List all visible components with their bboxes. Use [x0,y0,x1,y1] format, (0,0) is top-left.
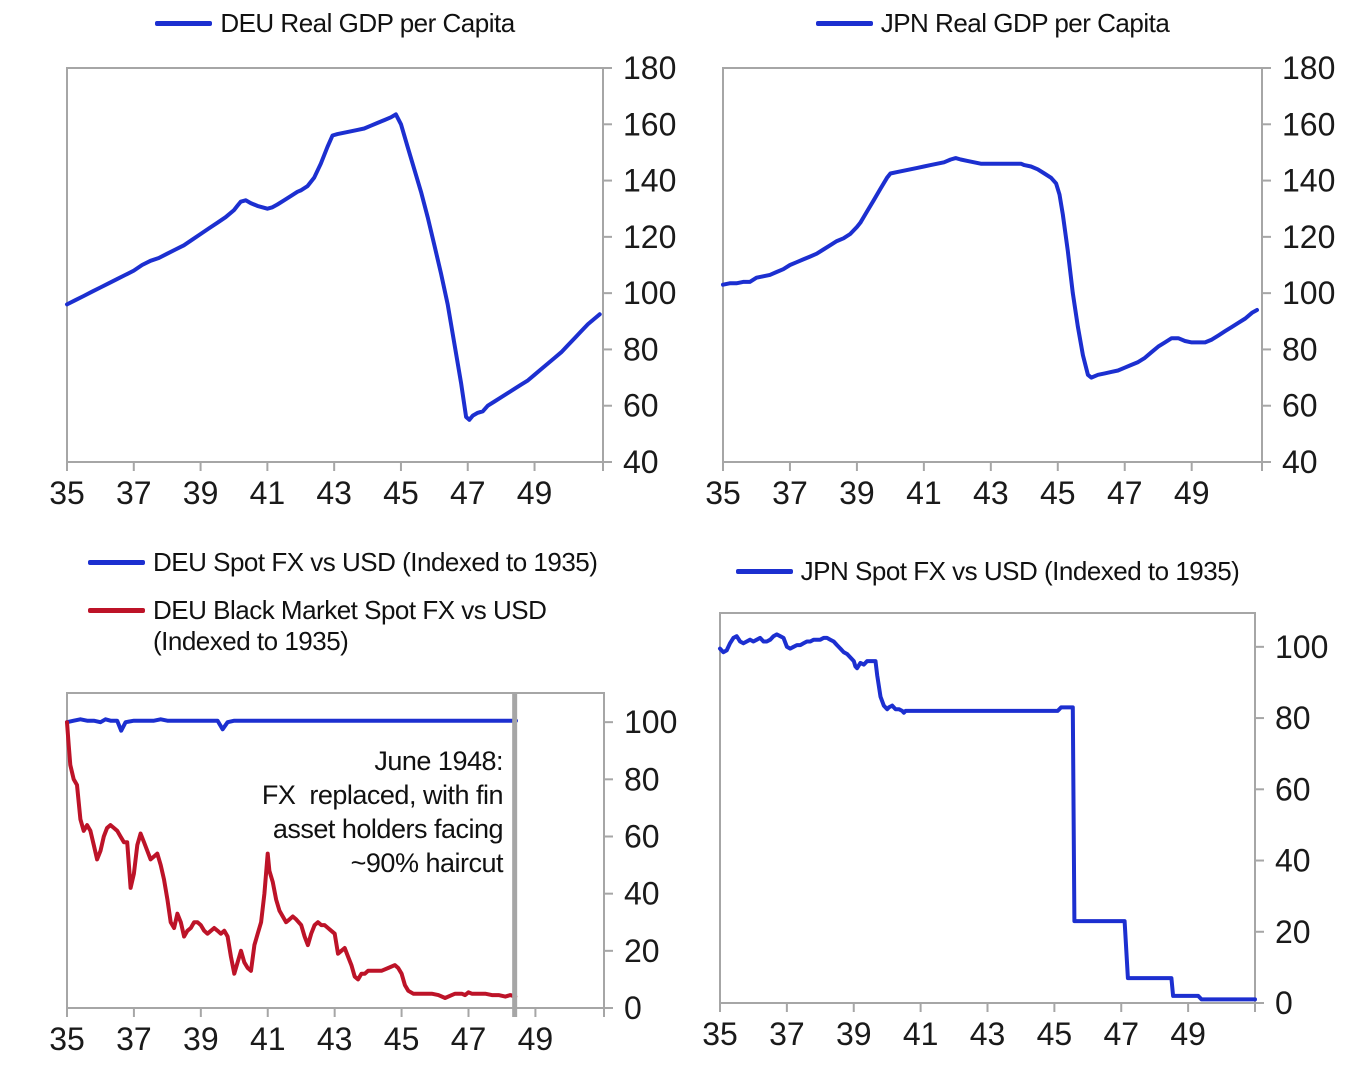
y-tick-label: 0 [1275,985,1293,1021]
y-tick-label: 180 [623,50,676,86]
legend-label-jpn-gdp: JPN Real GDP per Capita [880,8,1170,38]
x-tick-label: 43 [317,1021,353,1057]
x-tick-label: 49 [1170,1016,1206,1052]
y-tick-label: 20 [624,933,660,969]
x-tick-label: 37 [769,1016,805,1052]
legend-line-red-icon [88,608,145,613]
y-tick-label: 100 [1282,275,1335,311]
y-tick-label: 160 [1282,106,1335,142]
annotation-line: ~90% haircut [351,848,504,878]
x-tick-label: 45 [1037,1016,1073,1052]
legend-row-deu-black-market-fx: DEU Black Market Spot FX vs USD (Indexed… [88,595,547,657]
chart-jpn-real-gdp-per-capita: 40 60 80 100 120 140 160 180 35 37 39 41 43 45 47 49 [705,50,1335,511]
x-tick-label: 47 [1103,1016,1139,1052]
x-tick-label: 35 [49,475,85,511]
y-tick-label: 120 [1282,219,1335,255]
x-tick-label: 47 [451,1021,487,1057]
series-line [65,720,518,1000]
legend-row-deu-spot-fx: DEU Spot FX vs USD (Indexed to 1935) [88,547,598,578]
x-tick-label: 39 [183,475,219,511]
x-tick-label: 37 [772,475,808,511]
x-tick-label: 41 [250,1021,286,1057]
annotation-line: FX replaced, with fin [262,780,503,810]
y-tick-label: 80 [623,331,659,367]
series-line [718,632,1257,1002]
series-line [721,156,1259,380]
chart-deu-real-gdp-per-capita: 40 60 80 100 120 140 160 180 35 37 39 41 43 45 47 49 [49,50,676,511]
y-tick-label: 60 [624,818,660,854]
x-tick-label: 41 [906,475,942,511]
x-tick-label: 41 [903,1016,939,1052]
annotation-line: asset holders facing [273,814,503,844]
plot-border [719,612,1256,1004]
x-tick-label: 43 [316,475,352,511]
y-tick-label: 60 [623,388,659,424]
legend-jpn-gdp: JPN Real GDP per Capita [723,8,1262,38]
legend-label-deu-gdp: DEU Real GDP per Capita [220,8,515,38]
x-tick-label: 39 [183,1021,219,1057]
y-tick-label: 120 [623,219,676,255]
y-tick-label: 80 [1282,331,1318,367]
legend-line-blue-icon [155,20,213,26]
x-tick-label: 35 [49,1021,85,1057]
x-tick-label: 35 [702,1016,738,1052]
x-tick-label: 43 [973,475,1009,511]
annotation-line: June 1948: [374,746,503,776]
x-tick-label: 49 [517,475,553,511]
y-tick-label: 0 [624,990,642,1026]
legend-line-blue-icon [88,560,145,565]
legend-label-deu-spot-fx: DEU Spot FX vs USD (Indexed to 1935) [153,547,598,577]
y-tick-label: 140 [1282,163,1335,199]
y-tick-label: 100 [1275,629,1328,665]
y-tick-label: 60 [1282,388,1318,424]
legend-line-blue-icon [735,568,793,574]
y-tick-label: 40 [1275,843,1311,879]
legend-jpn-fx: JPN Spot FX vs USD (Indexed to 1935) [720,556,1255,586]
y-tick-label: 20 [1275,914,1311,950]
x-tick-label: 47 [1107,475,1143,511]
chart-jpn-spot-fx: 0 20 40 60 80 100 35 37 39 41 43 45 47 49 [702,612,1328,1052]
x-tick-label: 49 [518,1021,554,1057]
series-line [65,717,518,733]
x-tick-label: 47 [450,475,486,511]
legend-label-line1: DEU Black Market Spot FX vs USD [153,595,547,625]
x-tick-label: 45 [1040,475,1076,511]
series-line [65,112,602,422]
x-tick-label: 43 [970,1016,1006,1052]
x-tick-label: 35 [705,475,741,511]
x-tick-label: 39 [836,1016,872,1052]
y-tick-label: 40 [624,876,660,912]
y-tick-label: 160 [623,106,676,142]
x-tick-label: 45 [384,1021,420,1057]
y-tick-label: 60 [1275,771,1311,807]
y-tick-label: 80 [1275,700,1311,736]
legend-deu-fx: DEU Spot FX vs USD (Indexed to 1935) DEU… [88,547,598,657]
legend-label-deu-black-market-fx: DEU Black Market Spot FX vs USD (Indexed… [153,595,547,657]
y-tick-label: 80 [624,761,660,797]
y-tick-label: 40 [1282,444,1318,480]
y-tick-label: 100 [624,704,677,740]
y-tick-label: 100 [623,275,676,311]
x-tick-label: 37 [116,1021,152,1057]
y-tick-label: 140 [623,163,676,199]
x-tick-label: 37 [116,475,152,511]
x-tick-label: 39 [839,475,875,511]
x-tick-label: 45 [383,475,419,511]
x-tick-label: 41 [250,475,286,511]
legend-deu-gdp: DEU Real GDP per Capita [67,8,603,38]
legend-line-blue-icon [815,20,873,26]
y-tick-label: 40 [623,444,659,480]
legend-label-line2: (Indexed to 1935) [153,626,349,656]
legend-label-jpn-fx: JPN Spot FX vs USD (Indexed to 1935) [800,556,1240,586]
plot-border [722,67,1263,463]
x-tick-label: 49 [1174,475,1210,511]
y-tick-label: 180 [1282,50,1335,86]
chart-deu-spot-fx: 0 20 40 60 80 100 35 37 39 41 43 45 47 49 June 1948: FX… [49,692,677,1057]
plot-border [66,67,604,463]
